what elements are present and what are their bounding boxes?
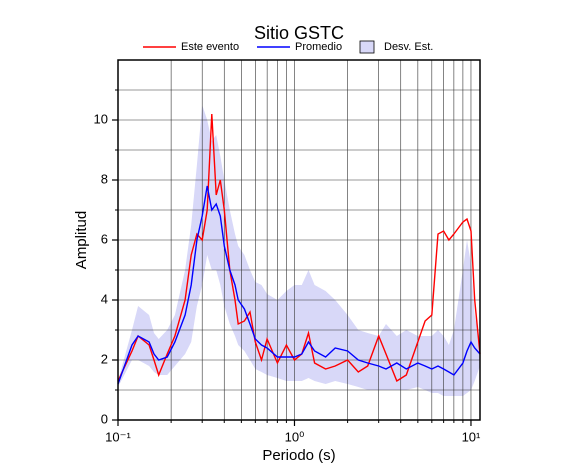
y-axis-label: Amplitud — [73, 211, 90, 269]
plot-frame — [117, 59, 481, 421]
legend-label: Promedio — [295, 41, 342, 53]
x-tick-label: 10⁰ — [285, 429, 305, 444]
legend-label: Este evento — [181, 41, 239, 53]
y-tick-label: 2 — [101, 351, 108, 366]
legend-label: Desv. Est. — [384, 41, 433, 53]
x-axis-label: Periodo (s) — [262, 447, 335, 464]
legend-swatch — [359, 40, 375, 54]
y-tick-label: 4 — [101, 291, 108, 306]
x-tick-label: 10⁻¹ — [105, 429, 131, 444]
std-band — [118, 105, 480, 396]
series-line — [117, 185, 481, 385]
y-tick-label: 8 — [101, 171, 108, 186]
series-line — [117, 113, 481, 383]
y-tick-label: 6 — [101, 231, 108, 246]
x-tick-label: 10¹ — [462, 429, 481, 444]
chart-title: Sitio GSTC — [254, 23, 344, 43]
y-tick-label: 10 — [94, 111, 108, 126]
y-tick-label: 0 — [101, 411, 108, 426]
